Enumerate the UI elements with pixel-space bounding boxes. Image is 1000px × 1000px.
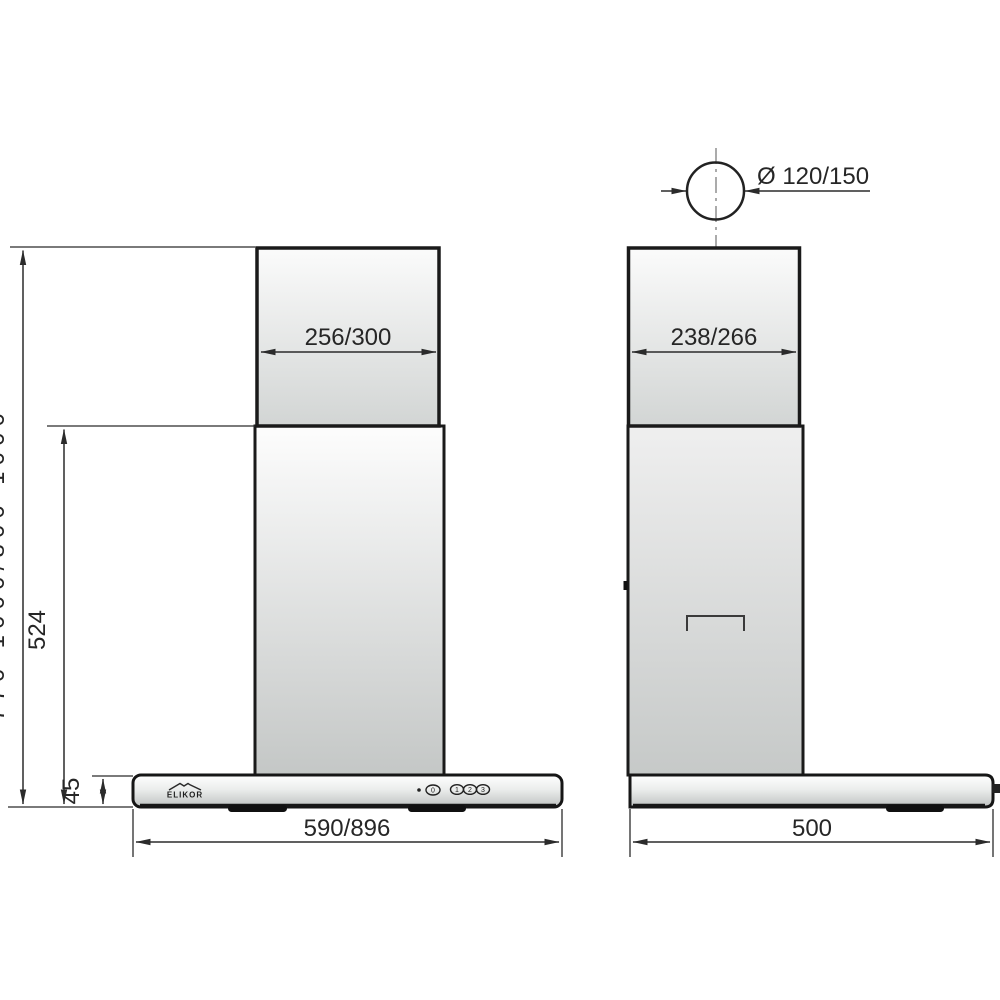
side-chimney-upper bbox=[626, 246, 802, 428]
speed-button-3-label: 3 bbox=[481, 787, 485, 794]
side-fastener-mark bbox=[623, 581, 628, 590]
front-chimney-upper bbox=[255, 246, 441, 428]
side-chimney-lower bbox=[626, 424, 805, 777]
front-grease-filter-strip-right bbox=[408, 805, 466, 812]
brand-roof-icon bbox=[168, 782, 202, 791]
dim-side-chimney-label: 238/266 bbox=[671, 324, 758, 351]
front-grease-filter-strip-left bbox=[228, 805, 287, 812]
dim-side-body-depth-label: 500 bbox=[792, 815, 832, 842]
speed-button-1-label: 1 bbox=[455, 787, 459, 794]
mounting-bracket-icon bbox=[686, 615, 745, 631]
brand-logo-text: ELIKOR bbox=[167, 791, 203, 800]
dim-chimney-height-label: 524 bbox=[24, 610, 51, 650]
side-body bbox=[628, 773, 995, 809]
speed-button-3 bbox=[475, 784, 491, 796]
dim-front-body-width-label: 590/896 bbox=[304, 815, 391, 842]
speed-button-2-label: 2 bbox=[468, 787, 472, 794]
side-grease-filter-strip bbox=[886, 805, 944, 812]
dim-height-range-label: 770-1000/800-1000 bbox=[0, 413, 10, 721]
front-chimney-lower bbox=[253, 424, 446, 777]
power-button bbox=[425, 784, 441, 796]
dim-front-chimney-label: 256/300 bbox=[305, 324, 392, 351]
dim-body-height-label: 45 bbox=[58, 778, 85, 805]
duct-outlet-circle bbox=[685, 161, 746, 221]
led-indicator bbox=[417, 788, 421, 792]
side-rear-tab bbox=[992, 784, 1000, 793]
power-button-label: 0 bbox=[431, 788, 435, 795]
dim-duct-diameter-label: Ø 120/150 bbox=[757, 163, 869, 190]
